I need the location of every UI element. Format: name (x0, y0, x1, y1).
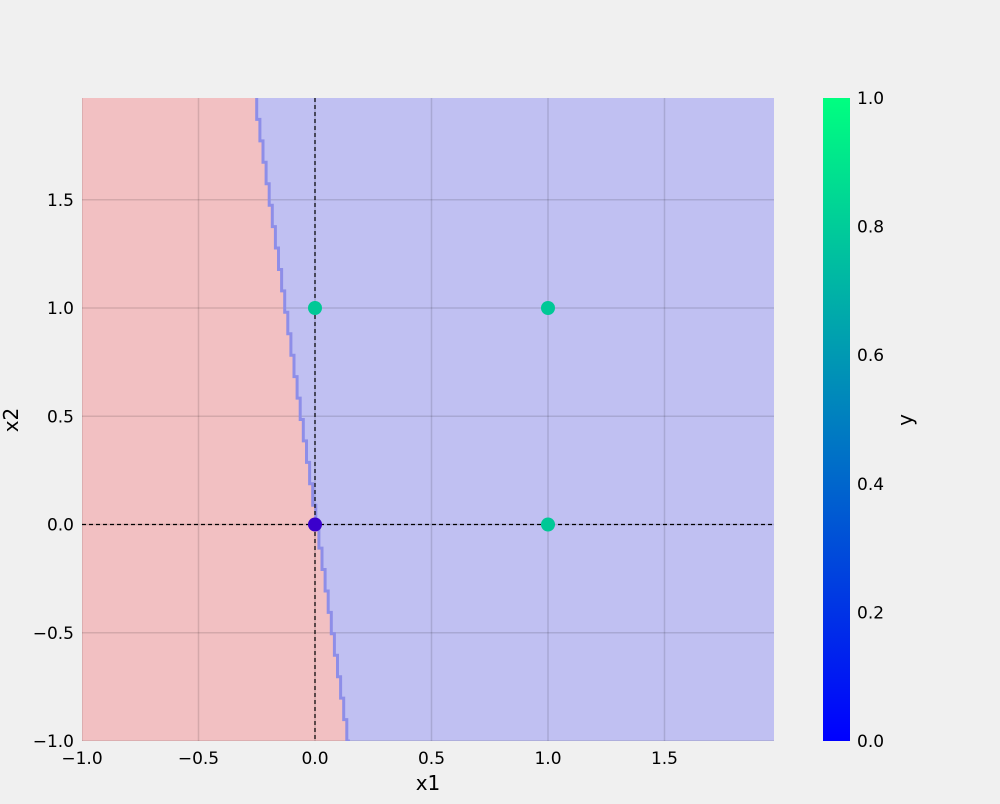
y-tick-label: 1.5 (47, 191, 74, 211)
region-class-0 (82, 98, 350, 741)
y-tick-label: −1.0 (33, 732, 74, 752)
data-point-3 (540, 301, 555, 316)
x-tick-label: 1.5 (651, 749, 678, 769)
x-tick-label: 0.0 (301, 749, 328, 769)
colorbar-tick-label: 1.0 (857, 89, 884, 109)
region-class-1 (256, 98, 774, 741)
colorbar-tick-label: 0.2 (857, 603, 884, 623)
y-axis-ticks: −1.0 −0.5 0.0 0.5 1.0 1.5 (33, 191, 74, 752)
x-axis-ticks: −1.0 −0.5 0.0 0.5 1.0 1.5 (61, 749, 678, 769)
x-axis-label: x1 (416, 771, 441, 795)
data-point-2 (540, 517, 555, 532)
x-tick-label: −1.0 (61, 749, 102, 769)
colorbar-label: y (893, 414, 917, 426)
data-points (307, 301, 555, 532)
y-tick-label: −0.5 (33, 624, 74, 644)
x-tick-label: 0.5 (418, 749, 445, 769)
plot-area (82, 98, 774, 741)
x-tick-label: 1.0 (534, 749, 561, 769)
data-point-1 (307, 301, 322, 316)
colorbar-tick-label: 0.6 (857, 346, 884, 366)
colorbar-tick-label: 0.4 (857, 475, 884, 495)
colorbar-tick-label: 0.0 (857, 732, 884, 752)
colorbar: 0.0 0.2 0.4 0.6 0.8 1.0 y (823, 89, 917, 752)
colorbar-tick-label: 0.8 (857, 218, 884, 238)
colorbar-gradient (823, 98, 850, 741)
y-tick-label: 1.0 (47, 299, 74, 319)
colorbar-ticks: 0.0 0.2 0.4 0.6 0.8 1.0 (857, 89, 884, 752)
y-tick-label: 0.5 (47, 407, 74, 427)
y-tick-label: 0.0 (47, 516, 74, 536)
y-axis-label: x2 (0, 408, 23, 433)
x-tick-label: −0.5 (178, 749, 219, 769)
decision-boundary-line (255, 98, 350, 741)
data-point-0 (307, 517, 322, 532)
